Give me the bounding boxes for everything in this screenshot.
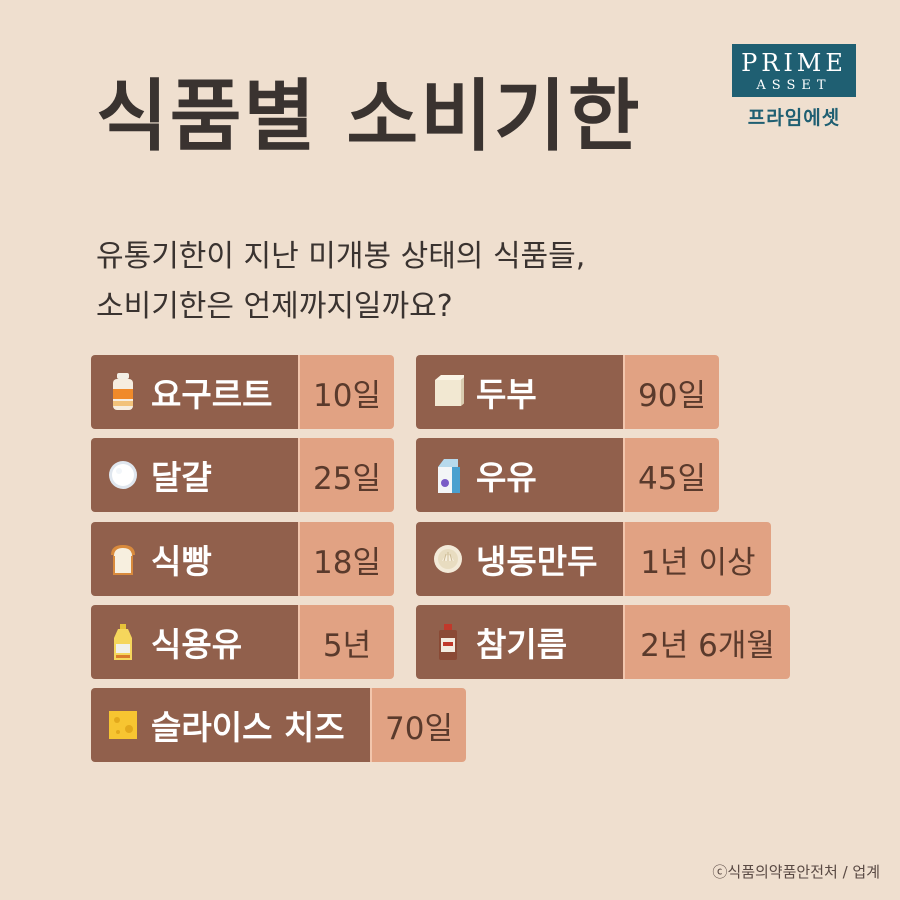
item-card-bread: 식빵 18일 xyxy=(91,522,394,596)
item-card-cooking-oil: 식용유 5년 xyxy=(91,605,394,679)
item-value: 90일 xyxy=(623,355,719,429)
item-name: 식용유 xyxy=(151,625,243,664)
subtitle: 유통기한이 지난 미개봉 상태의 식품들, 소비기한은 언제까지일까요? xyxy=(96,232,585,332)
item-name: 냉동만두 xyxy=(476,542,598,581)
item-card-yogurt: 요구르트 10일 xyxy=(91,355,394,429)
item-card-milk: 우유 45일 xyxy=(416,438,719,512)
yogurt-bottle-icon xyxy=(113,373,133,410)
dumpling-icon xyxy=(434,545,462,573)
tofu-icon xyxy=(435,375,464,406)
subtitle-line-2: 소비기한은 언제까지일까요? xyxy=(96,289,453,324)
item-value: 10일 xyxy=(298,355,394,429)
item-value: 25일 xyxy=(298,438,394,512)
logo-badge: PRIME ASSET xyxy=(732,44,856,97)
logo-asset-text: ASSET xyxy=(756,78,832,93)
prime-asset-logo: PRIME ASSET 프라임에셋 xyxy=(732,44,856,130)
milk-carton-icon xyxy=(438,459,460,493)
item-name: 요구르트 xyxy=(151,375,273,414)
item-name: 달걀 xyxy=(151,458,212,497)
item-value: 45일 xyxy=(623,438,719,512)
page-title: 식품별 소비기한 xyxy=(96,72,642,162)
oil-bottle-icon xyxy=(114,624,132,660)
cheese-icon xyxy=(109,711,137,739)
item-name: 두부 xyxy=(476,375,537,414)
item-name: 참기름 xyxy=(476,625,568,664)
item-card-frozen-dumpling: 냉동만두 1년 이상 xyxy=(416,522,771,596)
item-value: 5년 xyxy=(298,605,394,679)
source-credit: ⓒ식품의약품안전처 / 업계 xyxy=(712,863,880,881)
item-card-tofu: 두부 90일 xyxy=(416,355,719,429)
item-card-egg: 달걀 25일 xyxy=(91,438,394,512)
item-name: 슬라이스 치즈 xyxy=(151,708,345,747)
item-value: 1년 이상 xyxy=(623,522,771,596)
item-value: 18일 xyxy=(298,522,394,596)
egg-icon xyxy=(109,461,137,489)
subtitle-line-1: 유통기한이 지난 미개봉 상태의 식품들, xyxy=(96,239,586,274)
bread-icon xyxy=(111,545,135,575)
logo-korean-text: 프라임에셋 xyxy=(747,107,841,129)
item-value: 2년 6개월 xyxy=(623,605,790,679)
logo-prime-text: PRIME xyxy=(741,49,847,77)
item-value: 70일 xyxy=(370,688,466,762)
item-name: 우유 xyxy=(476,458,537,497)
sesame-oil-icon xyxy=(439,624,457,660)
item-card-sesame-oil: 참기름 2년 6개월 xyxy=(416,605,790,679)
item-name: 식빵 xyxy=(151,542,212,581)
item-card-sliced-cheese: 슬라이스 치즈 70일 xyxy=(91,688,466,762)
